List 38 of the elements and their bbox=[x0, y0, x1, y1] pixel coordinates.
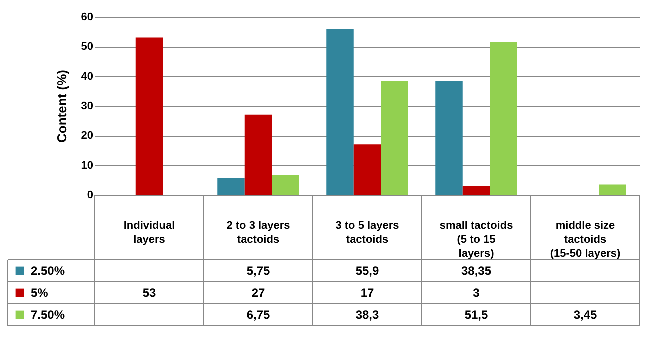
bar bbox=[218, 178, 245, 195]
x-tick-label: small tactoids (5 to 15 layers) bbox=[440, 220, 514, 260]
data-label: 55,9 bbox=[356, 264, 380, 278]
x-tick-label: Individual layers bbox=[124, 220, 176, 246]
y-tick-label: 60 bbox=[81, 12, 94, 24]
bar bbox=[436, 81, 463, 195]
data-label: 6,75 bbox=[246, 308, 270, 322]
data-label: 5,75 bbox=[246, 264, 270, 278]
bar bbox=[354, 144, 382, 195]
bar bbox=[326, 29, 354, 195]
bar bbox=[381, 81, 408, 195]
legend-label: 2.50% bbox=[31, 264, 66, 278]
bar bbox=[244, 114, 272, 195]
x-tick-label: 3 to 5 layers tactoids bbox=[336, 220, 400, 246]
bar bbox=[599, 184, 626, 195]
y-tick-label: 0 bbox=[87, 190, 94, 202]
y-tick-label: 20 bbox=[81, 130, 94, 142]
data-label: 27 bbox=[252, 286, 266, 300]
y-tick-label: 50 bbox=[81, 41, 94, 54]
data-label: 38,3 bbox=[356, 308, 380, 322]
data-label: 51,5 bbox=[464, 308, 488, 322]
legend-label: 7.50% bbox=[31, 308, 66, 322]
bar bbox=[136, 38, 164, 195]
data-label: 38,35 bbox=[461, 264, 492, 278]
y-tick-label: 40 bbox=[81, 70, 94, 83]
y-tick-label: 30 bbox=[81, 100, 94, 112]
data-label: 53 bbox=[142, 286, 156, 300]
x-tick-label: middle size tactoids (15-50 layers) bbox=[550, 220, 621, 260]
data-label: 3 bbox=[473, 286, 480, 300]
bar bbox=[272, 174, 300, 195]
bar bbox=[462, 186, 490, 195]
data-label: 17 bbox=[360, 286, 374, 300]
y-axis-title: Content (%) bbox=[54, 70, 70, 143]
x-tick-label: 2 to 3 layers tactoids bbox=[226, 220, 290, 246]
data-label: 3,45 bbox=[574, 308, 598, 322]
y-tick-label: 10 bbox=[81, 160, 94, 172]
legend-label: 5% bbox=[31, 286, 49, 300]
bar bbox=[490, 42, 518, 195]
